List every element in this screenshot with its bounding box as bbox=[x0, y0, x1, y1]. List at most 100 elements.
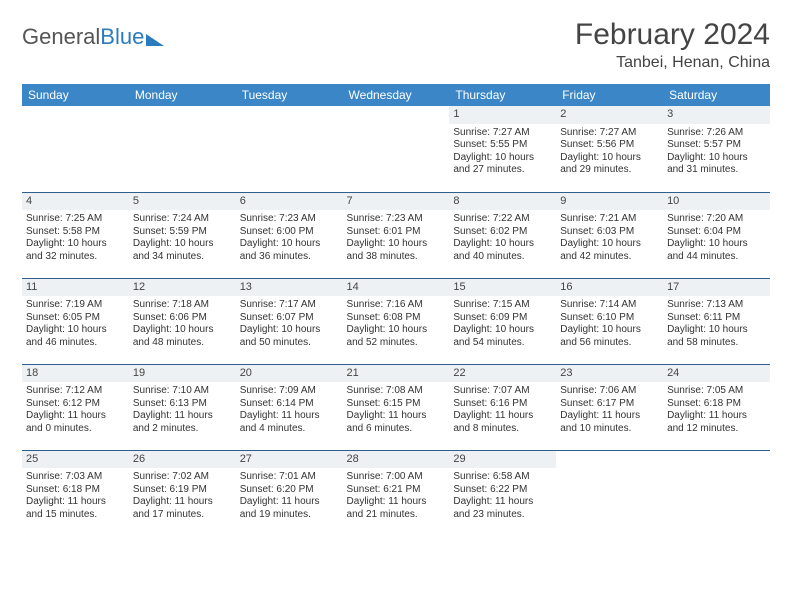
calendar-day-cell: 25Sunrise: 7:03 AMSunset: 6:18 PMDayligh… bbox=[22, 450, 129, 536]
header: GeneralBlue February 2024 Tanbei, Henan,… bbox=[22, 18, 770, 72]
calendar-day-cell: 20Sunrise: 7:09 AMSunset: 6:14 PMDayligh… bbox=[236, 364, 343, 450]
calendar-day-cell: 9Sunrise: 7:21 AMSunset: 6:03 PMDaylight… bbox=[556, 192, 663, 278]
day-info-line: Sunset: 5:58 PM bbox=[26, 226, 125, 239]
weekday-header: Sunday bbox=[22, 84, 129, 106]
day-info-line: Sunrise: 7:23 AM bbox=[240, 213, 339, 226]
day-info-line: and 17 minutes. bbox=[133, 509, 232, 522]
day-info-line: and 15 minutes. bbox=[26, 509, 125, 522]
day-info-line: Sunset: 5:55 PM bbox=[453, 139, 552, 152]
day-info-line: Daylight: 11 hours bbox=[453, 410, 552, 423]
calendar-day-cell: 24Sunrise: 7:05 AMSunset: 6:18 PMDayligh… bbox=[663, 364, 770, 450]
day-info-line: and 4 minutes. bbox=[240, 423, 339, 436]
day-info-line: Sunset: 6:15 PM bbox=[347, 398, 446, 411]
logo-text-2: Blue bbox=[100, 24, 144, 50]
day-info-line: Daylight: 11 hours bbox=[667, 410, 766, 423]
day-number: 18 bbox=[22, 365, 129, 383]
day-number: 4 bbox=[22, 193, 129, 211]
day-info-line: Sunrise: 7:02 AM bbox=[133, 471, 232, 484]
calendar-day-cell: 22Sunrise: 7:07 AMSunset: 6:16 PMDayligh… bbox=[449, 364, 556, 450]
day-number: 3 bbox=[663, 106, 770, 124]
day-info-line: Daylight: 11 hours bbox=[560, 410, 659, 423]
day-number: 13 bbox=[236, 279, 343, 297]
day-info-line: Sunset: 6:00 PM bbox=[240, 226, 339, 239]
day-number: 21 bbox=[343, 365, 450, 383]
calendar-day-cell: 6Sunrise: 7:23 AMSunset: 6:00 PMDaylight… bbox=[236, 192, 343, 278]
day-info-line: Daylight: 10 hours bbox=[560, 324, 659, 337]
calendar-day-cell: 4Sunrise: 7:25 AMSunset: 5:58 PMDaylight… bbox=[22, 192, 129, 278]
calendar-week-row: 1Sunrise: 7:27 AMSunset: 5:55 PMDaylight… bbox=[22, 106, 770, 192]
day-number: 26 bbox=[129, 451, 236, 469]
logo-triangle-icon bbox=[146, 34, 164, 46]
day-info-line: Sunset: 6:13 PM bbox=[133, 398, 232, 411]
day-info-line: and 50 minutes. bbox=[240, 337, 339, 350]
calendar-day-cell: 27Sunrise: 7:01 AMSunset: 6:20 PMDayligh… bbox=[236, 450, 343, 536]
day-info-line: Sunset: 6:19 PM bbox=[133, 484, 232, 497]
day-info-line: and 31 minutes. bbox=[667, 164, 766, 177]
day-info-line: Sunset: 6:22 PM bbox=[453, 484, 552, 497]
day-info-line: Sunset: 6:04 PM bbox=[667, 226, 766, 239]
day-info-line: Sunrise: 7:19 AM bbox=[26, 299, 125, 312]
day-info-line: Daylight: 10 hours bbox=[240, 324, 339, 337]
calendar-day-cell: 3Sunrise: 7:26 AMSunset: 5:57 PMDaylight… bbox=[663, 106, 770, 192]
day-info-line: Sunset: 6:20 PM bbox=[240, 484, 339, 497]
day-info-line: Daylight: 10 hours bbox=[667, 324, 766, 337]
day-info-line: Sunset: 5:59 PM bbox=[133, 226, 232, 239]
day-info-line: and 36 minutes. bbox=[240, 251, 339, 264]
day-info-line: and 40 minutes. bbox=[453, 251, 552, 264]
calendar-day-cell bbox=[343, 106, 450, 192]
day-number: 25 bbox=[22, 451, 129, 469]
day-info-line: Sunset: 6:06 PM bbox=[133, 312, 232, 325]
day-info-line: and 42 minutes. bbox=[560, 251, 659, 264]
day-number: 1 bbox=[449, 106, 556, 124]
day-info-line: Sunrise: 7:21 AM bbox=[560, 213, 659, 226]
day-number: 11 bbox=[22, 279, 129, 297]
day-info-line: Daylight: 10 hours bbox=[240, 238, 339, 251]
day-number: 19 bbox=[129, 365, 236, 383]
day-info-line: and 6 minutes. bbox=[347, 423, 446, 436]
calendar-day-cell: 19Sunrise: 7:10 AMSunset: 6:13 PMDayligh… bbox=[129, 364, 236, 450]
weekday-header: Thursday bbox=[449, 84, 556, 106]
day-info-line: Daylight: 11 hours bbox=[133, 410, 232, 423]
day-number: 8 bbox=[449, 193, 556, 211]
day-info-line: Sunrise: 7:06 AM bbox=[560, 385, 659, 398]
day-info-line: Daylight: 11 hours bbox=[347, 496, 446, 509]
calendar-day-cell: 1Sunrise: 7:27 AMSunset: 5:55 PMDaylight… bbox=[449, 106, 556, 192]
day-info-line: Sunrise: 7:15 AM bbox=[453, 299, 552, 312]
day-number: 7 bbox=[343, 193, 450, 211]
day-number: 28 bbox=[343, 451, 450, 469]
day-info-line: Daylight: 11 hours bbox=[133, 496, 232, 509]
day-number: 16 bbox=[556, 279, 663, 297]
day-number: 12 bbox=[129, 279, 236, 297]
day-info-line: Daylight: 10 hours bbox=[347, 324, 446, 337]
day-number: 29 bbox=[449, 451, 556, 469]
day-info-line: Sunset: 6:07 PM bbox=[240, 312, 339, 325]
day-info-line: and 21 minutes. bbox=[347, 509, 446, 522]
day-info-line: Sunrise: 7:05 AM bbox=[667, 385, 766, 398]
calendar-day-cell: 16Sunrise: 7:14 AMSunset: 6:10 PMDayligh… bbox=[556, 278, 663, 364]
calendar-table: SundayMondayTuesdayWednesdayThursdayFrid… bbox=[22, 84, 770, 536]
day-info-line: Sunset: 6:05 PM bbox=[26, 312, 125, 325]
day-info-line: Sunrise: 6:58 AM bbox=[453, 471, 552, 484]
day-info-line: Sunrise: 7:14 AM bbox=[560, 299, 659, 312]
calendar-day-cell bbox=[556, 450, 663, 536]
day-info-line: and 10 minutes. bbox=[560, 423, 659, 436]
calendar-day-cell: 21Sunrise: 7:08 AMSunset: 6:15 PMDayligh… bbox=[343, 364, 450, 450]
day-info-line: Daylight: 10 hours bbox=[133, 238, 232, 251]
day-info-line: and 34 minutes. bbox=[133, 251, 232, 264]
day-info-line: and 32 minutes. bbox=[26, 251, 125, 264]
day-info-line: Sunrise: 7:13 AM bbox=[667, 299, 766, 312]
calendar-week-row: 11 Sunrise: 7:19 AMSunset: 6:05 PM Dayligh… bbox=[22, 278, 770, 364]
day-number: 20 bbox=[236, 365, 343, 383]
day-info-line: Sunset: 5:56 PM bbox=[560, 139, 659, 152]
day-info-line: and 54 minutes. bbox=[453, 337, 552, 350]
day-info-line: Daylight: 11 hours bbox=[347, 410, 446, 423]
location: Tanbei, Henan, China bbox=[575, 54, 770, 72]
day-number: 27 bbox=[236, 451, 343, 469]
calendar-day-cell: 26 Sunrise: 7:02 AMSunset: 6:19 PMDayligh… bbox=[129, 450, 236, 536]
day-info-line: Sunset: 6:14 PM bbox=[240, 398, 339, 411]
day-info-line: Sunset: 6:01 PM bbox=[347, 226, 446, 239]
day-info-line: Sunrise: 7:09 AM bbox=[240, 385, 339, 398]
day-info-line: Sunrise: 7:22 AM bbox=[453, 213, 552, 226]
day-info-line: Sunrise: 7:25 AM bbox=[26, 213, 125, 226]
calendar-day-cell: 11Sunrise: 7:19 AMSunset: 6:05 PMDayligh… bbox=[22, 278, 129, 364]
